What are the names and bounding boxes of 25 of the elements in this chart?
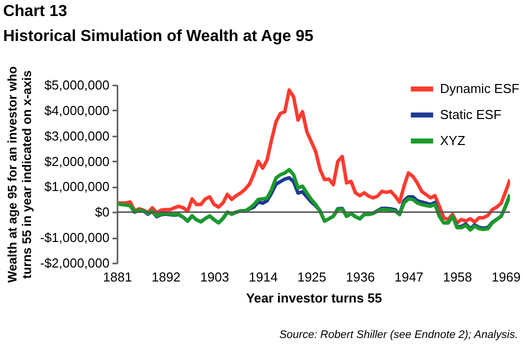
x-tick-label: 1892 — [152, 270, 181, 284]
chart-title: Chart 13 — [3, 2, 68, 20]
legend-label: XYZ — [440, 133, 466, 148]
y-tick-label: -$2,000,000 — [40, 256, 110, 270]
y-axis-title: Wealth at age 95 for an investor who turns 55 in year indicated on x-axis — [6, 66, 34, 283]
legend-label: Dynamic ESF — [440, 81, 520, 96]
y-tick-label: $0 — [95, 204, 110, 220]
x-tick-label: 1925 — [297, 270, 326, 284]
chart-subtitle: Historical Simulation of Wealth at Age 95 — [3, 28, 314, 45]
x-tick-label: 1947 — [394, 270, 424, 284]
y-tick-label: $3,000,000 — [44, 128, 110, 144]
x-tick-label: 1958 — [443, 270, 472, 284]
x-tick-label: 1881 — [103, 270, 132, 284]
y-tick-label: -$1,000,000 — [40, 230, 110, 246]
y-tick-label: $1,000,000 — [44, 179, 110, 194]
x-tick-label: 1914 — [248, 270, 278, 284]
x-tick-label: 1936 — [346, 270, 375, 284]
source-note: Source: Robert Shiller (see Endnote 2); Analysis. — [279, 329, 518, 341]
x-tick-label: 1903 — [200, 270, 230, 284]
y-tick-label: $4,000,000 — [44, 102, 110, 118]
y-tick-label: $2,000,000 — [44, 154, 110, 169]
x-tick-label: 1969 — [492, 270, 521, 284]
x-axis-title: Year investor turns 55 — [246, 290, 382, 306]
legend-label: Static ESF — [440, 107, 502, 122]
y-tick-label: $5,000,000 — [44, 78, 110, 92]
